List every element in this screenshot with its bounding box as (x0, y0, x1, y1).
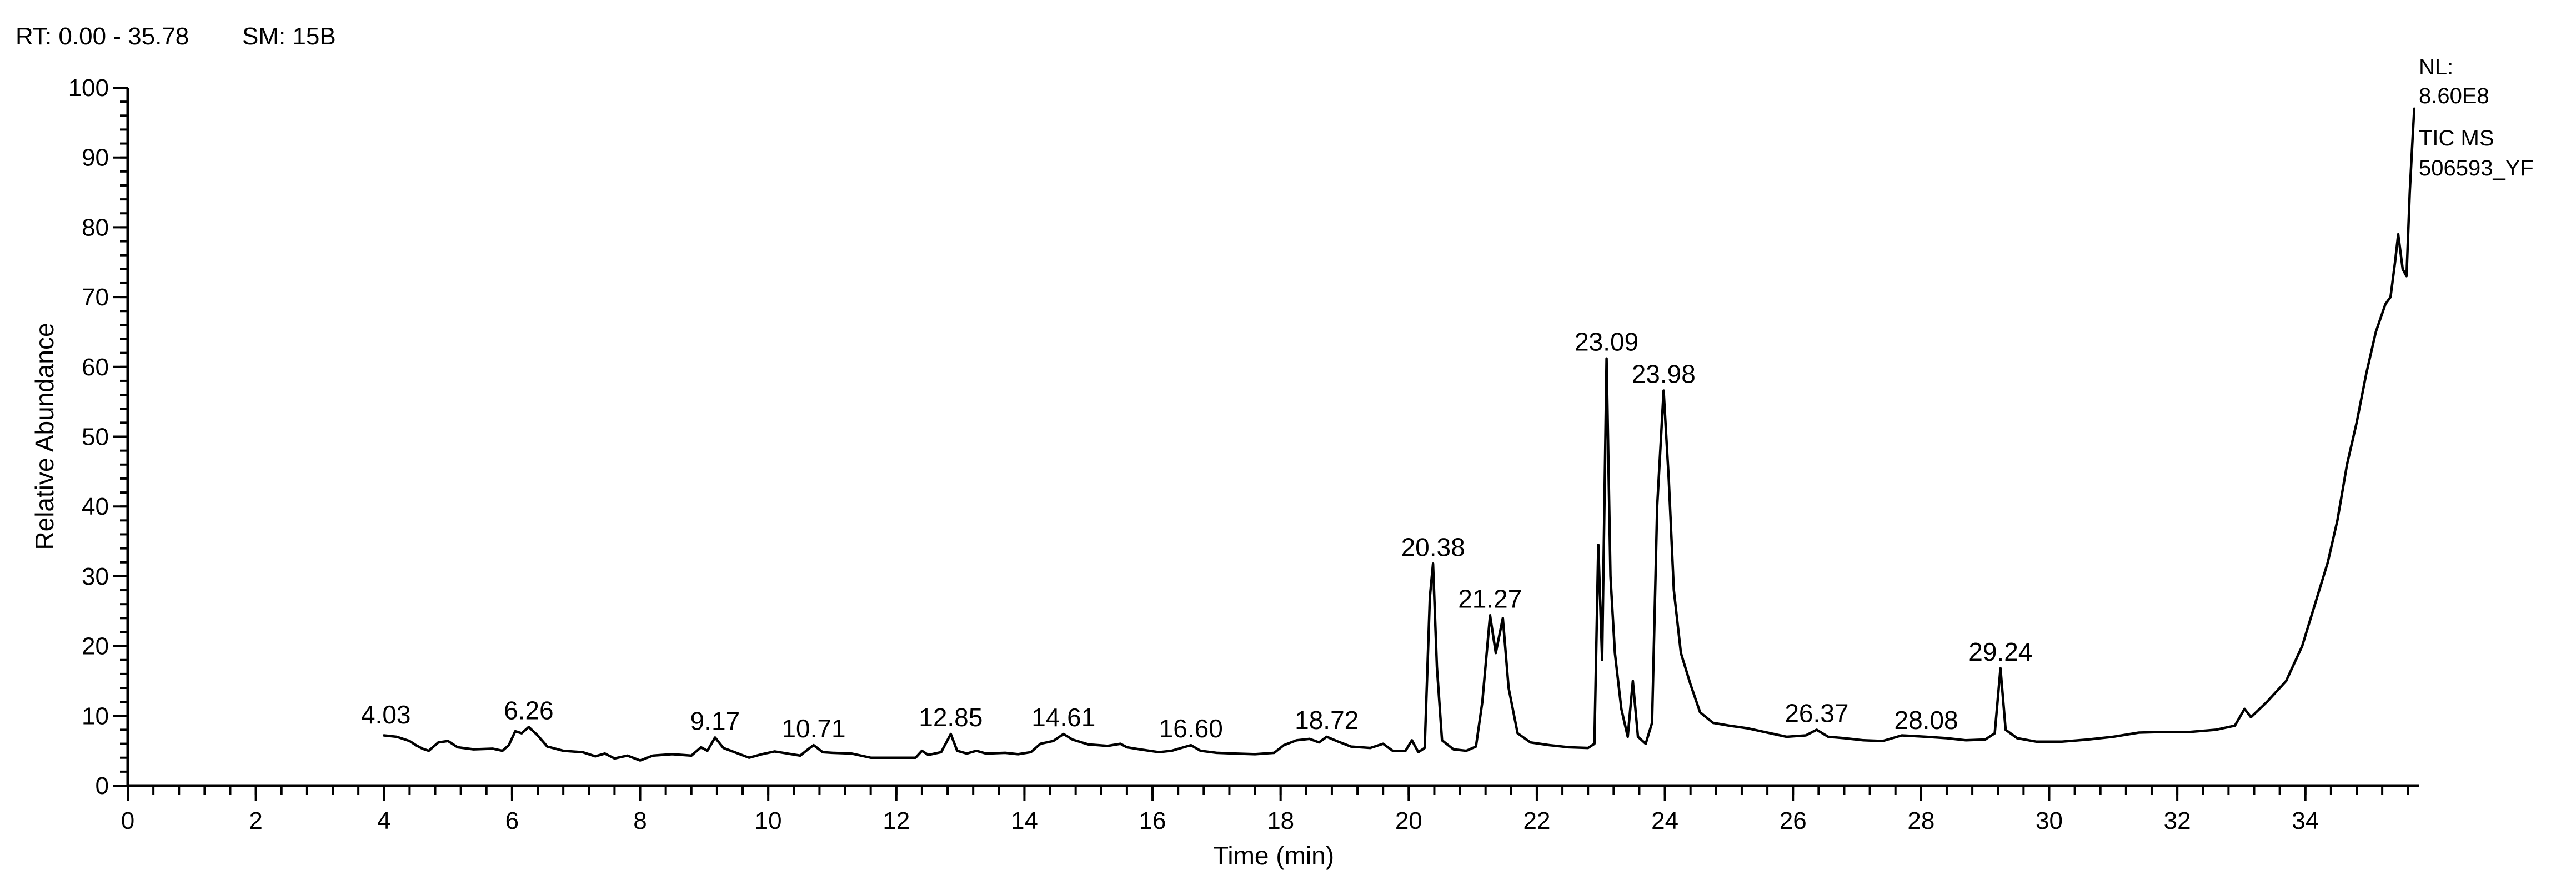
x-tick-label: 14 (1011, 807, 1038, 834)
x-tick-label: 28 (1907, 807, 1934, 834)
scan-type: TIC MS (2419, 126, 2494, 150)
normalization-notes: NL: 8.60E8 TIC MS 506593_YF (2419, 55, 2534, 180)
peak-label: 16.60 (1159, 714, 1223, 743)
x-tick-label: 0 (121, 807, 134, 834)
tic-trace (383, 107, 2416, 762)
x-tick-label: 22 (1523, 807, 1550, 834)
x-major-ticks: 0 2 4 6 8 10 12 14 16 18 20 22 24 26 28 30 32 34 (121, 786, 2319, 834)
x-tick-label: 20 (1395, 807, 1422, 834)
peak-label: 6.26 (504, 696, 554, 725)
x-tick-label: 24 (1651, 807, 1678, 834)
y-tick-label: 50 (82, 424, 109, 451)
x-tick-label: 6 (505, 807, 519, 834)
nl-value: 8.60E8 (2419, 84, 2489, 108)
x-tick-label: 10 (755, 807, 782, 834)
x-tick-label: 34 (2292, 807, 2319, 834)
y-tick-label: 60 (82, 354, 109, 381)
y-tick-label: 30 (82, 563, 109, 590)
peak-label: 23.98 (1632, 360, 1696, 389)
rt-range-label: RT: 0.00 - 35.78 (16, 23, 189, 50)
x-axis-title: Time (min) (1213, 841, 1334, 870)
peak-label: 12.85 (919, 703, 983, 732)
peak-label: 21.27 (1458, 584, 1522, 613)
peak-labels: 4.03 6.26 9.17 10.71 12.85 14.61 16.60 18.72 20.… (361, 328, 2032, 743)
peak-label: 18.72 (1295, 706, 1359, 735)
y-tick-label: 20 (82, 633, 109, 660)
x-tick-label: 8 (633, 807, 646, 834)
y-axis-title: Relative Abundance (30, 323, 59, 550)
x-tick-label: 16 (1139, 807, 1166, 834)
x-tick-label: 18 (1267, 807, 1294, 834)
y-tick-label: 100 (68, 74, 109, 102)
y-tick-label: 70 (82, 284, 109, 311)
smoothing-label: SM: 15B (242, 23, 336, 50)
x-tick-label: 2 (249, 807, 262, 834)
x-tick-label: 30 (2036, 807, 2063, 834)
peak-label: 20.38 (1401, 532, 1465, 561)
y-tick-label: 40 (82, 493, 109, 520)
peak-label: 23.09 (1575, 328, 1638, 356)
peak-label: 14.61 (1031, 703, 1095, 732)
x-tick-label: 32 (2164, 807, 2191, 834)
x-tick-label: 4 (377, 807, 390, 834)
nl-label: NL: (2419, 55, 2453, 79)
peak-label: 4.03 (361, 700, 411, 729)
x-tick-label: 12 (883, 807, 910, 834)
peak-label: 28.08 (1895, 706, 1958, 735)
x-tick-label: 26 (1780, 807, 1807, 834)
peak-label: 29.24 (1968, 637, 2032, 666)
y-tick-label: 10 (82, 702, 109, 730)
sample-id: 506593_YF (2419, 156, 2534, 180)
y-tick-label: 0 (96, 772, 109, 800)
peak-label: 10.71 (781, 714, 845, 743)
y-tick-label: 80 (82, 214, 109, 241)
peak-label: 9.17 (690, 706, 740, 735)
y-major-ticks: 0 10 20 30 40 50 60 70 80 90 100 (68, 74, 128, 800)
peak-label: 26.37 (1785, 698, 1848, 727)
y-tick-label: 90 (82, 144, 109, 172)
